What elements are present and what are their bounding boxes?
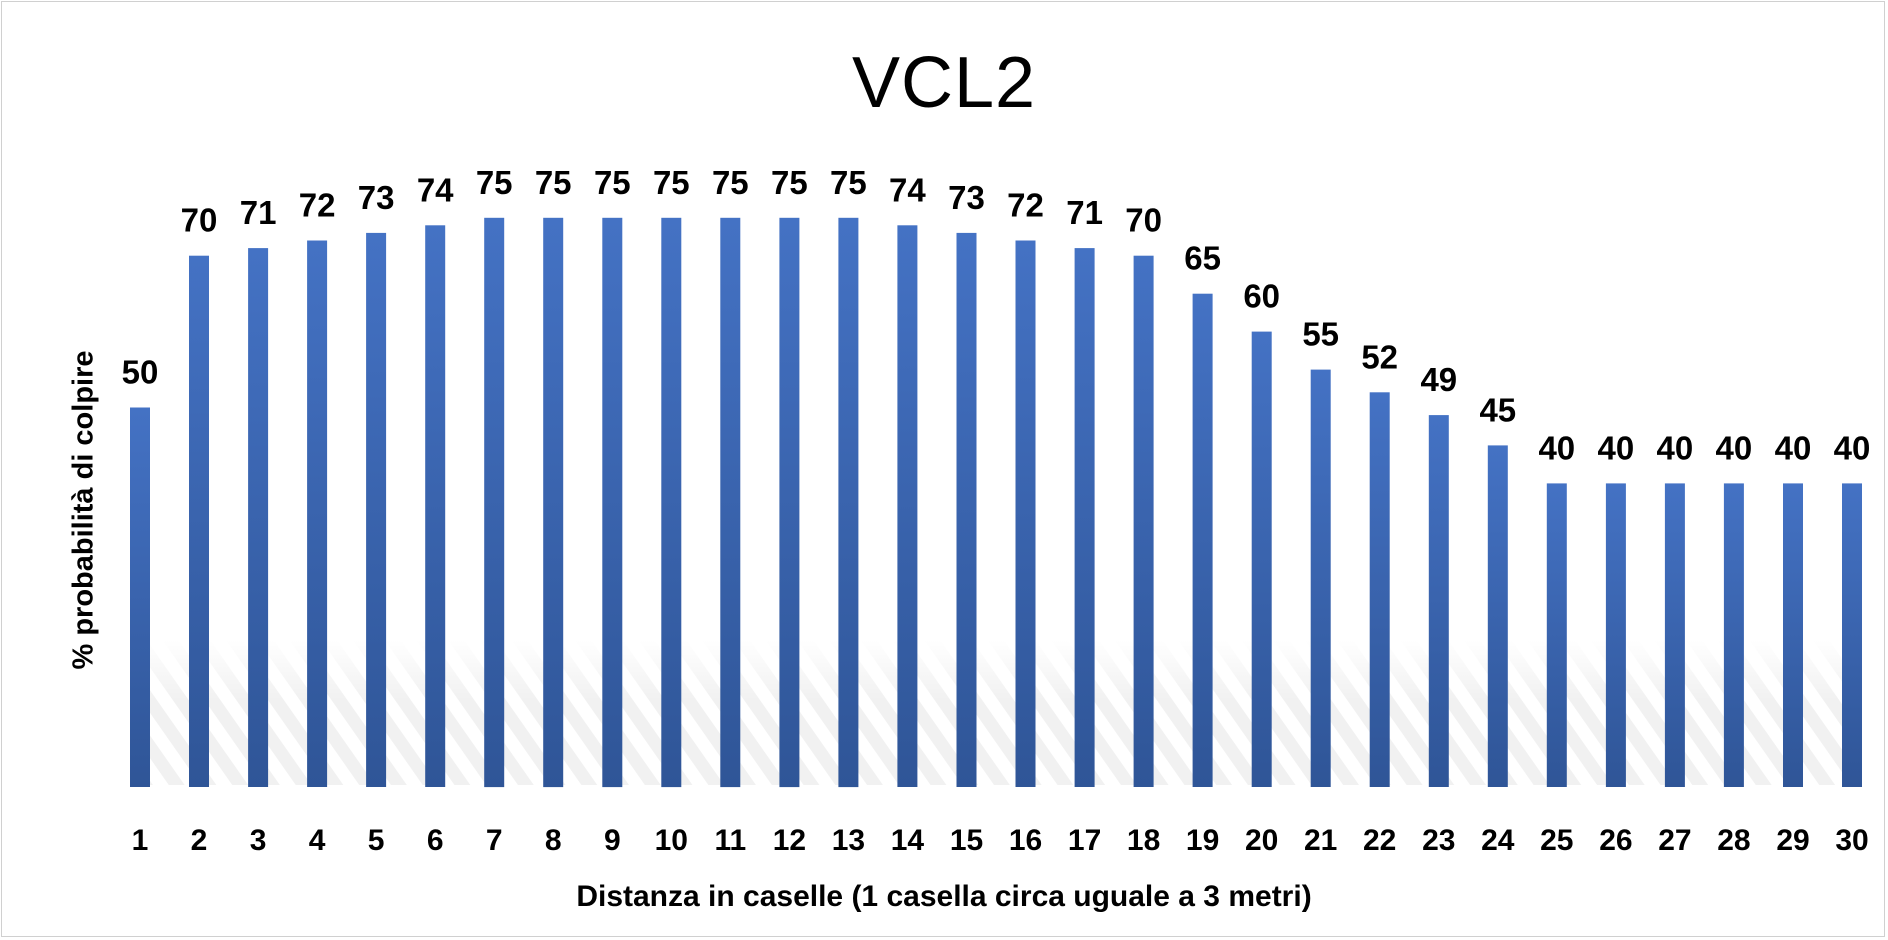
bar-20 [1251, 331, 1272, 787]
bar-7 [484, 217, 505, 788]
data-label-18: 70 [1125, 202, 1162, 239]
chart-title: VCL2 [851, 43, 1037, 123]
bar-18 [1133, 255, 1154, 787]
bar-24 [1487, 445, 1508, 787]
bar-21 [1310, 369, 1331, 787]
data-label-9: 75 [594, 164, 631, 201]
data-label-19: 65 [1184, 240, 1221, 277]
x-tick-label-17: 17 [1068, 824, 1101, 857]
x-tick-label-28: 28 [1717, 824, 1750, 857]
data-label-28: 40 [1716, 429, 1753, 466]
x-tick-label-9: 9 [604, 824, 621, 857]
x-tick-label-3: 3 [250, 824, 267, 857]
data-label-24: 45 [1479, 391, 1516, 428]
bar-30 [1842, 483, 1862, 787]
floor-shadow [150, 640, 1850, 785]
x-tick-labels: 1 2 3 4 5 6 7 8 9 10 11 12 13 14 15 16 17 18 19 20 21 22 23 24 2… [132, 824, 1869, 857]
x-tick-label-8: 8 [545, 824, 562, 857]
x-tick-label-7: 7 [486, 824, 503, 857]
x-tick-label-24: 24 [1481, 824, 1515, 857]
x-tick-label-2: 2 [191, 824, 208, 857]
bars [130, 217, 1862, 788]
bar-15 [956, 232, 977, 787]
bar-12 [779, 217, 800, 788]
data-labels: 50 70 71 72 73 74 75 75 75 75 75 75 75 74 73 72 71 70 65 60… [122, 164, 1871, 467]
x-tick-label-14: 14 [891, 824, 925, 857]
x-tick-label-23: 23 [1422, 824, 1455, 857]
data-label-13: 75 [830, 164, 867, 201]
x-tick-label-5: 5 [368, 824, 385, 857]
data-label-1: 50 [122, 354, 159, 391]
bar-9 [602, 217, 623, 788]
bar-6 [425, 225, 446, 788]
x-tick-label-16: 16 [1009, 824, 1042, 857]
x-tick-label-1: 1 [132, 824, 149, 857]
x-tick-label-12: 12 [773, 824, 806, 857]
x-tick-label-20: 20 [1245, 824, 1278, 857]
data-label-10: 75 [653, 164, 690, 201]
x-tick-label-15: 15 [950, 824, 983, 857]
bar-25 [1546, 483, 1567, 787]
bar-17 [1074, 248, 1095, 788]
bar-13 [838, 217, 859, 788]
x-tick-label-29: 29 [1776, 824, 1809, 857]
data-label-16: 72 [1007, 187, 1044, 224]
x-tick-label-21: 21 [1304, 824, 1337, 857]
data-label-6: 74 [417, 171, 454, 208]
data-label-26: 40 [1598, 429, 1635, 466]
x-tick-label-22: 22 [1363, 824, 1396, 857]
data-label-11: 75 [712, 164, 749, 201]
x-axis-label: Distanza in caselle (1 casella circa ugu… [576, 880, 1312, 913]
bar-2 [189, 255, 209, 787]
data-label-30: 40 [1834, 429, 1871, 466]
data-label-5: 73 [358, 179, 395, 216]
x-tick-label-11: 11 [714, 824, 746, 857]
data-label-2: 70 [181, 202, 218, 239]
bar-3 [248, 248, 269, 788]
bar-8 [543, 217, 564, 788]
x-tick-label-27: 27 [1658, 824, 1691, 857]
bar-1 [130, 407, 150, 787]
bar-10 [661, 217, 682, 788]
data-label-23: 49 [1420, 361, 1457, 398]
bar-5 [366, 232, 387, 787]
data-label-8: 75 [535, 164, 572, 201]
bar-14 [897, 225, 918, 788]
data-label-14: 74 [889, 171, 926, 208]
x-tick-label-18: 18 [1127, 824, 1160, 857]
bar-23 [1428, 415, 1449, 787]
bar-26 [1605, 483, 1626, 787]
bar-19 [1192, 293, 1213, 787]
x-tick-label-19: 19 [1186, 824, 1219, 857]
bar-28 [1723, 483, 1744, 787]
bar-4 [307, 240, 328, 787]
bar-22 [1369, 392, 1390, 787]
x-tick-label-4: 4 [309, 824, 326, 857]
data-label-15: 73 [948, 179, 985, 216]
bar-16 [1015, 240, 1036, 787]
bar-29 [1783, 483, 1803, 787]
data-label-4: 72 [299, 187, 336, 224]
data-label-22: 52 [1361, 338, 1398, 375]
data-label-17: 71 [1066, 194, 1103, 231]
data-label-21: 55 [1302, 316, 1339, 353]
data-label-27: 40 [1657, 429, 1694, 466]
data-label-25: 40 [1538, 429, 1575, 466]
data-label-12: 75 [771, 164, 808, 201]
x-tick-label-6: 6 [427, 824, 444, 857]
bar-27 [1664, 483, 1685, 787]
data-label-20: 60 [1243, 278, 1280, 315]
data-label-29: 40 [1775, 429, 1812, 466]
x-tick-label-26: 26 [1599, 824, 1632, 857]
data-label-3: 71 [240, 194, 277, 231]
x-tick-label-10: 10 [655, 824, 688, 857]
x-tick-label-25: 25 [1540, 824, 1573, 857]
bar-11 [720, 217, 741, 788]
data-label-7: 75 [476, 164, 513, 201]
x-tick-label-13: 13 [832, 824, 865, 857]
x-tick-label-30: 30 [1835, 824, 1868, 857]
